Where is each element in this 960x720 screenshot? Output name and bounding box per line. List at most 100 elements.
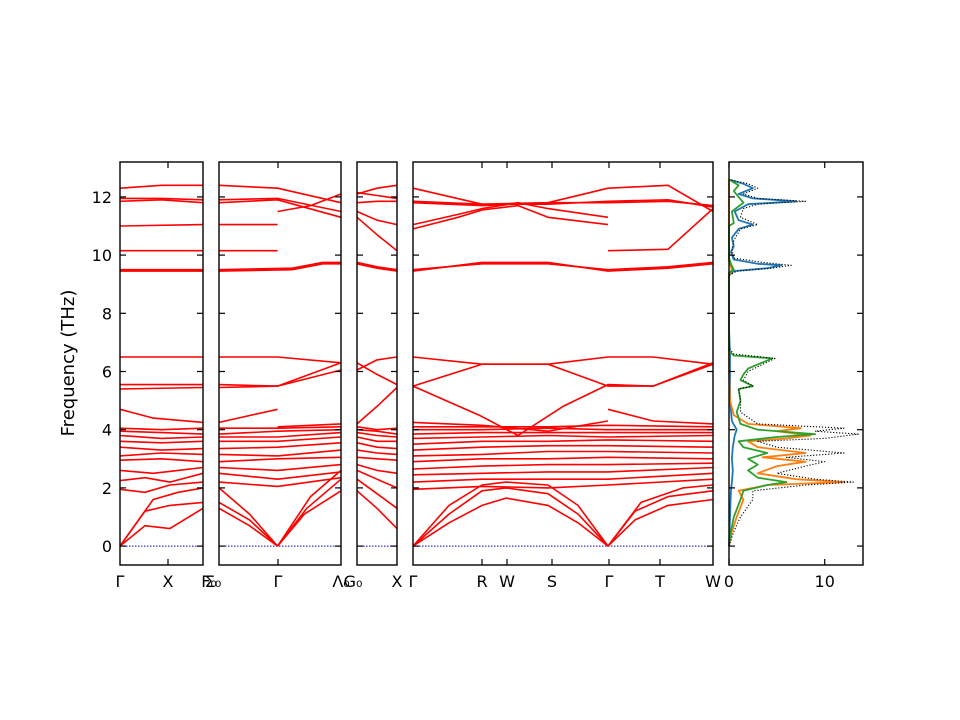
band-4-27 [412, 201, 609, 226]
band-2-29 [218, 184, 342, 204]
band-3-5 [356, 456, 398, 461]
band-3-11 [356, 426, 398, 431]
band-3-16 [356, 261, 398, 271]
band-4-6 [607, 484, 714, 547]
band-4-22 [412, 363, 714, 437]
band-4-4 [607, 498, 714, 547]
kpoint-label-3-1: X [392, 572, 403, 591]
band-panel-frame-1 [119, 161, 204, 566]
band-1-9 [119, 446, 204, 451]
band-4-20 [607, 408, 714, 425]
band-4-1 [412, 497, 609, 547]
band-1-21 [119, 223, 204, 227]
band-2-3 [218, 487, 279, 547]
band-1-11 [119, 434, 204, 440]
panel-frames [119, 161, 864, 566]
dos-series-2 [728, 179, 845, 547]
dos-series-3 [728, 178, 816, 547]
band-2-13 [219, 436, 342, 443]
kpoint-label-4-4: Γ [605, 572, 614, 591]
kpoint-label-2-0: Σ₀ [205, 572, 222, 591]
band-2-2 [218, 501, 279, 547]
band-2-28 [218, 197, 342, 213]
band-1-7 [119, 458, 204, 463]
band-4-14 [412, 439, 714, 445]
band-1-14 [119, 408, 204, 424]
band-4-2 [412, 487, 609, 547]
y-tick-label-8: 8 [102, 304, 112, 323]
band-4-26 [412, 204, 609, 230]
band-4-23 [412, 356, 714, 365]
band-3-3 [356, 469, 398, 489]
band-4-8 [412, 472, 714, 483]
band-3-19 [356, 200, 397, 204]
y-axis-title: Frequency (THz) [58, 290, 79, 437]
band-2-8 [218, 471, 342, 480]
band-2-16 [219, 426, 342, 429]
band-4-11 [412, 456, 714, 463]
band-2-5 [276, 478, 342, 547]
band-3-18 [356, 210, 398, 226]
band-3-7 [356, 442, 398, 450]
band-4-5 [607, 490, 714, 547]
band-3-20 [356, 184, 398, 195]
band-4-25 [412, 261, 714, 271]
dos-x-tick-label-0: 0 [724, 572, 734, 591]
band-1-23 [120, 197, 204, 201]
band-2-7 [218, 476, 342, 488]
band-1-13 [119, 427, 204, 431]
kpoint-label-4-0: Γ [409, 572, 418, 591]
band-2-12 [218, 442, 342, 450]
kpoint-label-4-2: W [499, 572, 515, 591]
band-2-20 [218, 369, 342, 387]
y-tick-label-0: 0 [102, 537, 112, 556]
band-4-18 [413, 424, 714, 428]
band-2-9 [218, 463, 342, 472]
kpoint-label-4-5: T [654, 572, 665, 591]
y-tick-label-4: 4 [102, 421, 112, 440]
kpoint-label-1-1: X [163, 572, 174, 591]
dos-panel-frame [728, 161, 864, 566]
dos-series-1 [728, 178, 797, 547]
band-2-22 [218, 263, 341, 272]
band-1-5 [119, 472, 204, 483]
kpoint-label-2-1: Γ [274, 572, 283, 591]
y-tick-label-10: 10 [92, 246, 112, 265]
kpoint-label-4-6: W [705, 572, 721, 591]
band-1-24 [119, 184, 203, 189]
band-4-29 [412, 199, 714, 208]
band-4-3 [412, 481, 609, 547]
kpoint-label-1-0: Γ [116, 572, 125, 591]
band-2-15 [218, 428, 342, 435]
band-3-1 [356, 490, 398, 530]
band-1-15 [119, 386, 204, 390]
dos-x-tick-label-10: 10 [815, 572, 835, 591]
band-4-30 [412, 184, 714, 213]
kpoint-label-4-1: R [476, 572, 487, 591]
band-2-17 [218, 408, 278, 424]
band-panel-frame-4 [412, 161, 714, 566]
band-3-15 [356, 263, 398, 272]
band-4-19 [412, 420, 609, 432]
band-4-21 [412, 362, 714, 387]
band-3-4 [356, 463, 398, 475]
dos-series-4 [728, 178, 859, 547]
band-1-22 [119, 199, 204, 204]
band-3-9 [356, 431, 398, 438]
band-1-6 [119, 466, 204, 475]
band-2-18 [277, 423, 342, 428]
band-1-2 [119, 501, 204, 547]
y-tick-label-12: 12 [92, 188, 112, 207]
band-1-3 [119, 487, 204, 547]
band-3-14 [356, 362, 398, 386]
band-panel-frame-2 [218, 161, 342, 566]
band-4-16 [412, 431, 713, 435]
kpoint-label-4-3: S [547, 572, 557, 591]
band-2-11 [218, 449, 342, 457]
kpoint-label-1-2: F₀ [201, 572, 217, 591]
band-4-7 [412, 478, 714, 491]
band-3-10 [356, 428, 398, 435]
band-3-21 [356, 191, 398, 200]
band-1-1 [119, 507, 204, 547]
axis-ticks [120, 162, 863, 565]
